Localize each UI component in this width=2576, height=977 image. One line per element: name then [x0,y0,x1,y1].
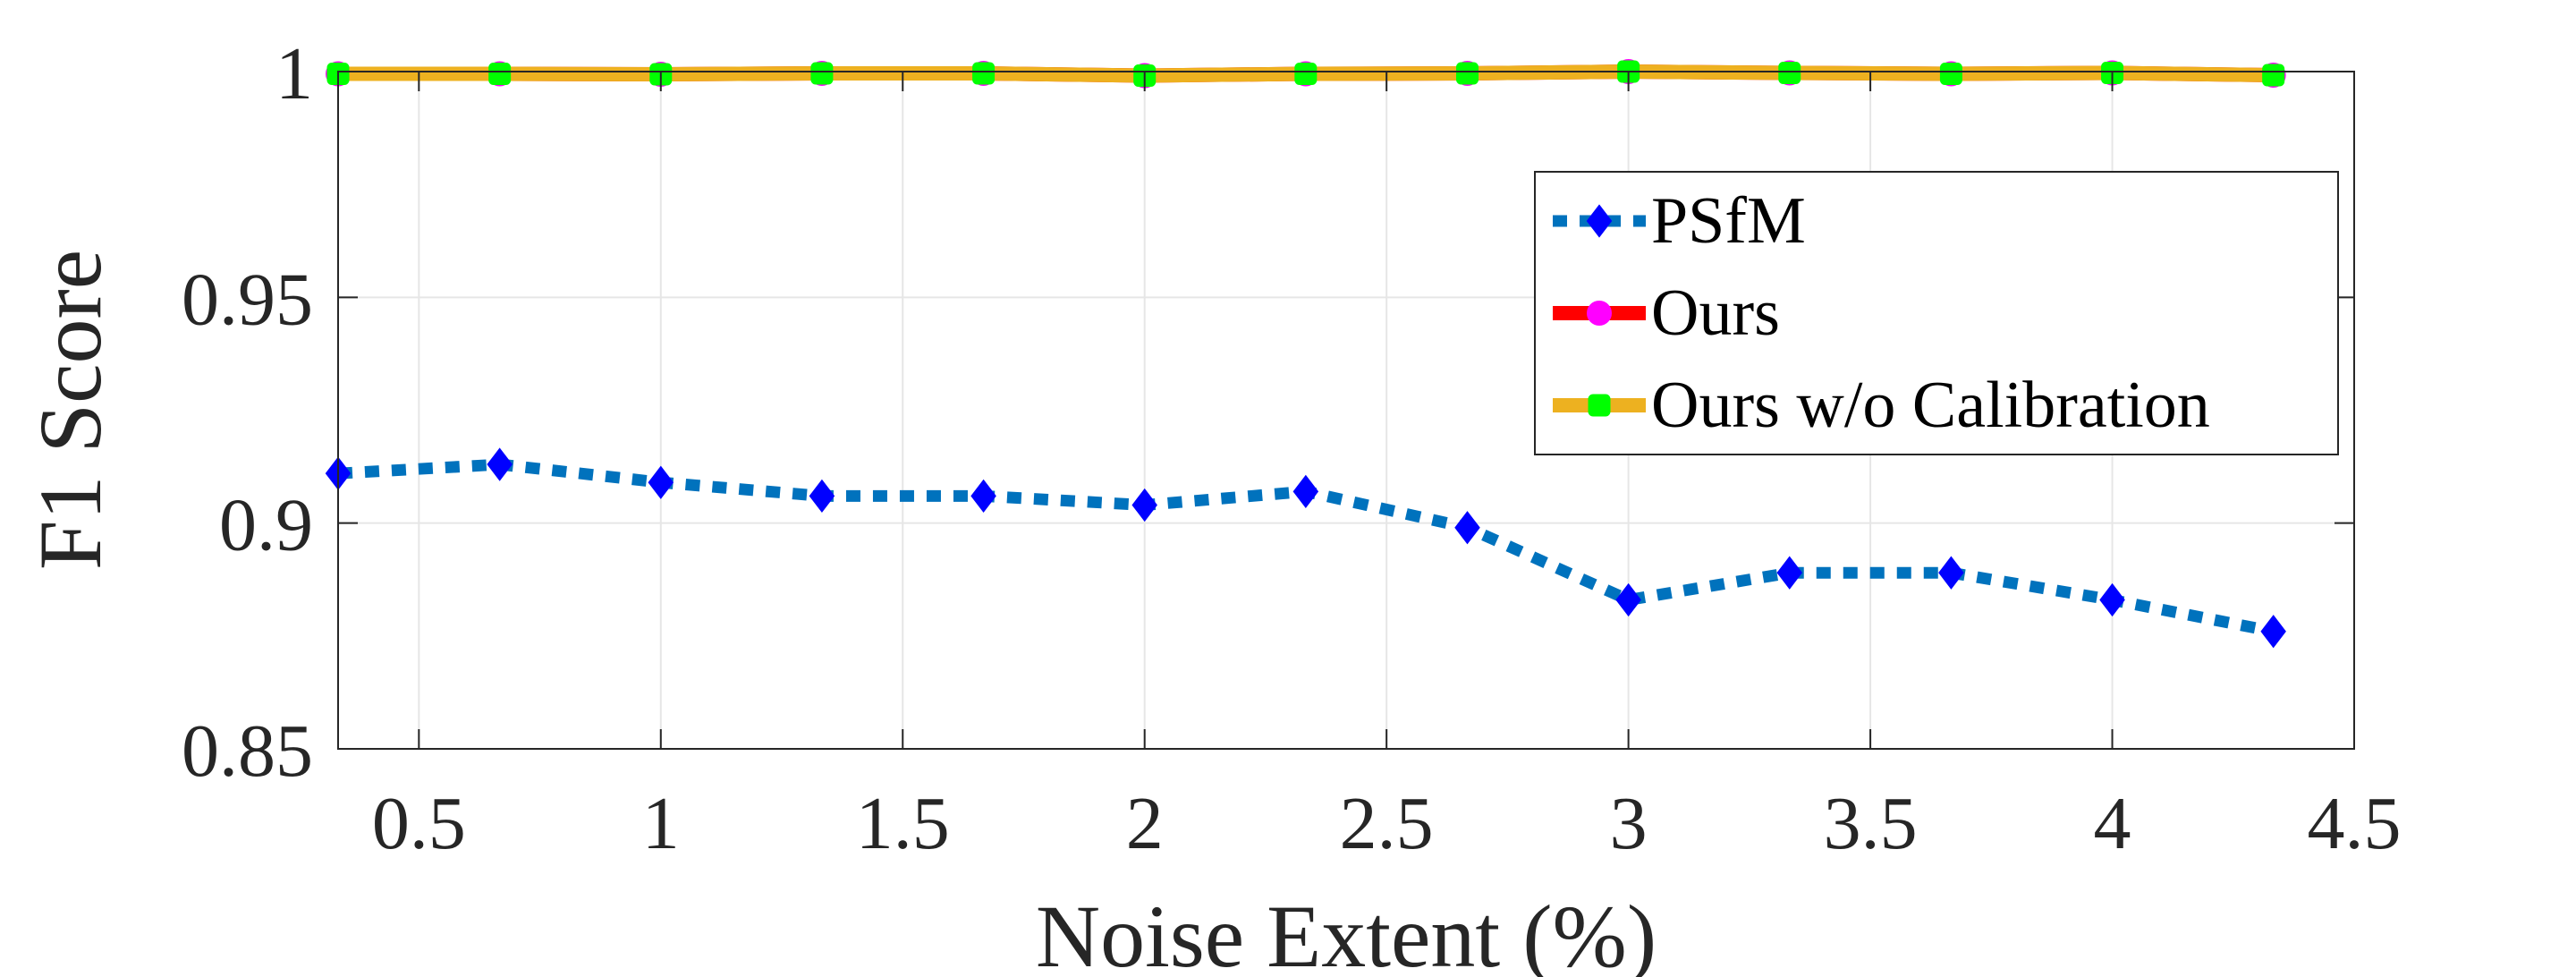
x-axis-title: Noise Extent (%) [1036,887,1657,977]
data-point-psfm [1292,474,1319,508]
data-point-psfm [487,447,513,481]
data-point-psfm [1454,511,1480,545]
y-tick-label: 1 [275,32,313,115]
x-tick-label: 1 [642,782,680,865]
ticks: 0.5 1 1.5 2 2.5 3 3.5 4 4.5 0.85 0.9 0.95 1 [182,32,2402,865]
y-tick-label: 0.85 [182,709,313,793]
x-tick-label: 2 [1126,782,1164,865]
legend-marker-ours [1587,301,1612,326]
y-axis-title: F1 Score [21,250,120,570]
y-tick-label: 0.95 [182,258,313,341]
y-tick-label: 0.9 [219,484,313,567]
legend-box [1534,171,2339,455]
data-point-psfm [2260,615,2286,649]
data-point-ours-w-o-calibration [1294,63,1318,86]
data-point-ours-w-o-calibration [1939,63,1962,86]
x-tick-label: 4 [2094,782,2131,865]
data-point-ours-w-o-calibration [488,63,512,86]
data-point-psfm [648,465,674,499]
data-point-ours-w-o-calibration [810,62,834,85]
data-point-psfm [2099,582,2125,617]
data-point-psfm [1615,582,1641,617]
data-point-ours-w-o-calibration [1778,62,1801,85]
data-point-psfm [970,479,996,514]
data-point-ours-w-o-calibration [972,62,996,85]
x-tick-label: 3 [1610,782,1648,865]
legend-label-psfm: PSfM [1651,184,1806,258]
x-tick-label: 2.5 [1340,782,1434,865]
x-tick-label: 4.5 [2308,782,2402,865]
legend-label-ours: Ours [1651,276,1780,350]
data-point-psfm [1938,556,1964,590]
data-point-psfm [809,479,835,514]
plot-frame [337,71,2355,750]
legend-marker-psfm [1586,204,1613,238]
x-tick-label: 3.5 [1824,782,1918,865]
series-psfm [325,447,2286,649]
data-point-ours-w-o-calibration [2262,64,2285,87]
x-tick-label: 0.5 [372,782,466,865]
legend-label-ours-w-o-calibration: Ours w/o Calibration [1651,369,2210,442]
data-point-ours-w-o-calibration [1455,62,1479,85]
legend-marker-ours-w-o-calibration [1588,394,1611,417]
x-tick-label: 1.5 [856,782,950,865]
data-point-psfm [1776,556,1803,590]
data-point-psfm [1131,488,1157,522]
legend: PSfM Ours Ours w/o Calibration [1534,171,2339,455]
